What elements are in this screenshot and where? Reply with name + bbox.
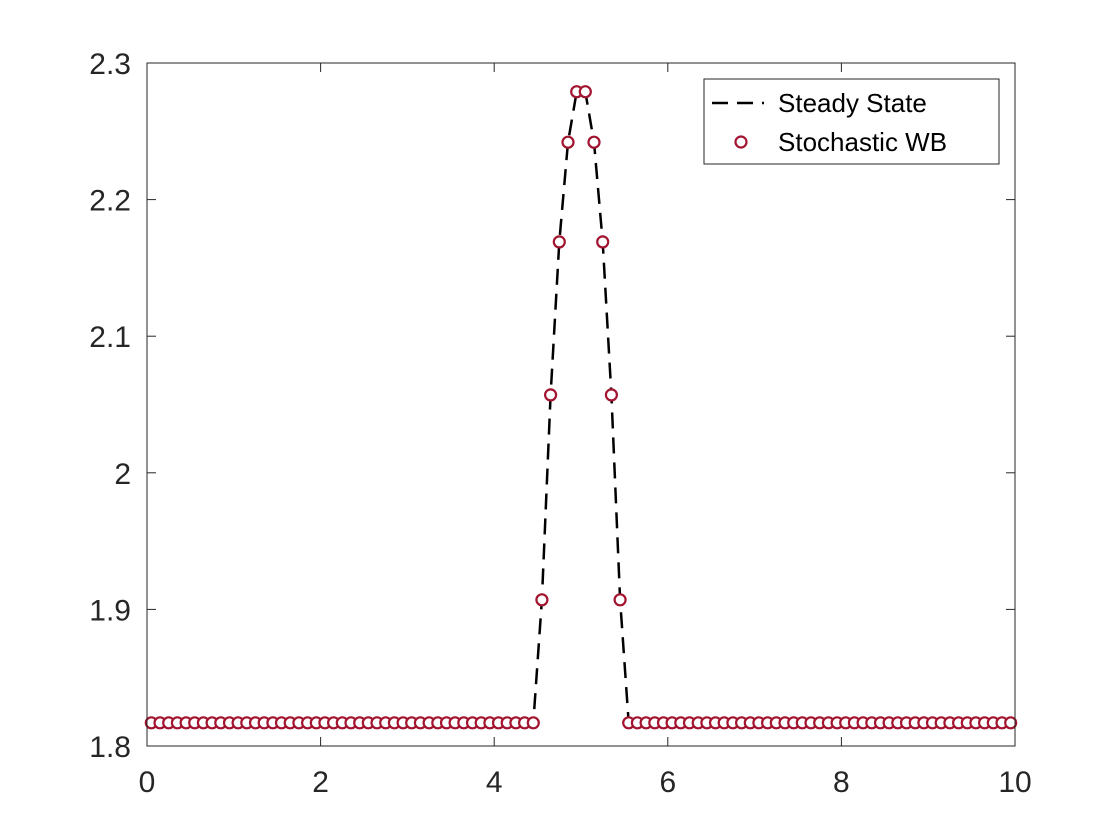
stochastic-wb-point	[613, 593, 627, 607]
x-tick-label: 8	[833, 766, 850, 799]
stochastic-wb-point	[535, 593, 549, 607]
stochastic-wb-point	[604, 388, 619, 402]
x-tick-label: 4	[486, 766, 503, 799]
y-tick-label: 1.8	[89, 731, 131, 764]
y-tick-label: 2.3	[89, 48, 131, 81]
stochastic-wb-point	[578, 85, 592, 99]
axes-box	[146, 62, 1016, 747]
x-tick-label: 10	[998, 766, 1031, 799]
legend-steady-state-label: Steady State	[778, 88, 927, 118]
y-tick-label: 2.2	[89, 185, 131, 218]
stochastic-wb-point	[1004, 716, 1018, 730]
stochastic-wb-point	[526, 716, 540, 730]
x-tick-label: 2	[312, 766, 329, 799]
legend-stochastic-wb-label: Stochastic WB	[778, 127, 947, 157]
y-tick-label: 2	[114, 458, 131, 491]
x-tick-label: 0	[139, 766, 156, 799]
stochastic-wb-point	[561, 135, 575, 149]
stochastic-wb-point	[543, 388, 558, 402]
stochastic-wb-point	[552, 235, 566, 249]
x-tick-label: 6	[659, 766, 676, 799]
legend-box	[703, 78, 1000, 165]
legend: Steady State Stochastic WB	[703, 78, 1000, 165]
y-tick-label: 1.9	[89, 594, 131, 627]
legend-stochastic-wb-swatch	[734, 135, 748, 149]
y-axis: 1.8 1.9 2 2.1 2.2 2.3	[89, 48, 1015, 764]
y-tick-label: 2.1	[89, 321, 131, 354]
plot-area	[144, 85, 1018, 730]
stochastic-wb-point	[596, 235, 610, 249]
stochastic-wb-point	[587, 135, 601, 149]
